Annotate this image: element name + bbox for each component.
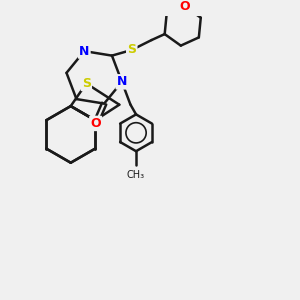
Text: CH₃: CH₃ [127,170,145,181]
Text: O: O [179,0,190,13]
Text: N: N [117,75,127,88]
Text: O: O [90,117,101,130]
Text: S: S [127,44,136,56]
Text: N: N [79,45,89,58]
Text: S: S [82,77,91,90]
